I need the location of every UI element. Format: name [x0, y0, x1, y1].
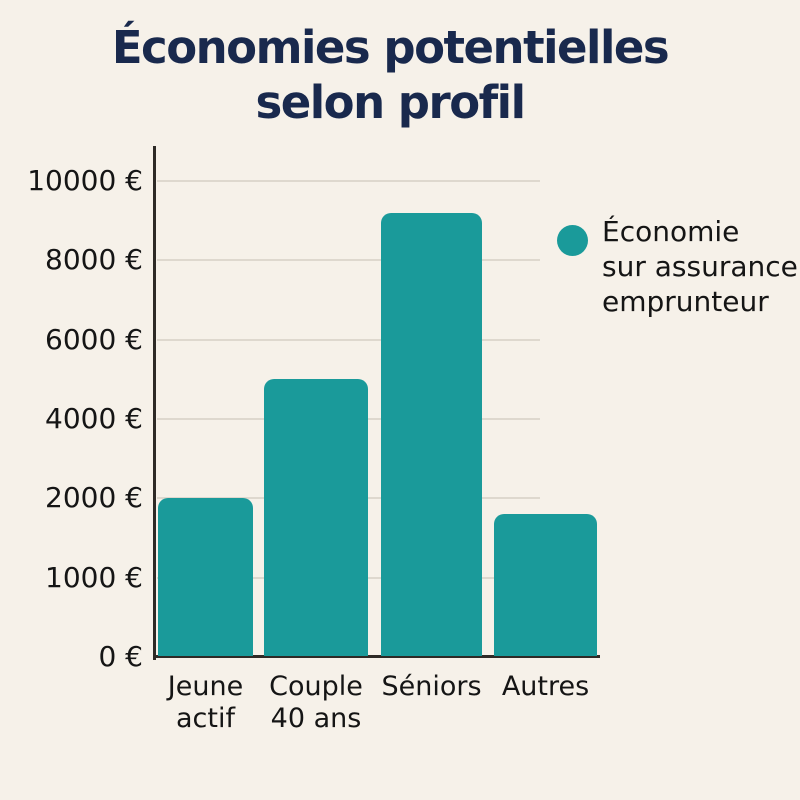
chart-title: Économies potentielles selon profil — [0, 20, 780, 130]
gridline — [157, 180, 540, 182]
x-axis-line — [153, 655, 600, 658]
y-axis-line — [153, 146, 156, 660]
y-tick-label: 1000 € — [45, 560, 143, 594]
y-tick-label: 10000 € — [27, 164, 143, 197]
gridline — [157, 259, 540, 262]
chart-title-line1: Économies potentielles — [111, 21, 670, 74]
y-tick-label: 0 € — [98, 640, 143, 673]
x-category-label-seniors: Séniors — [381, 671, 482, 702]
x-category-label-autres: Autres — [501, 671, 590, 702]
x-category-label-jeune-actif: Jeune actif — [167, 671, 244, 734]
x-category-label-couple-40-ans: Couple 40 ans — [269, 671, 363, 734]
y-tick-label: 8000 € — [45, 243, 143, 277]
bar-autres — [494, 514, 597, 656]
chart-title-line2: selon profil — [255, 76, 526, 129]
legend-label-line3: emprunteur — [602, 285, 769, 318]
legend-label: Économie sur assurance emprunteur — [602, 214, 800, 319]
legend-label-line2: sur assurance — [602, 250, 798, 283]
bar-seniors — [381, 212, 482, 656]
y-tick-label: 4000 € — [45, 402, 143, 435]
y-tick-label: 6000 € — [45, 322, 143, 356]
gridline — [157, 338, 540, 341]
legend-label-line1: Économie — [602, 215, 740, 248]
legend-swatch-circle — [557, 225, 588, 256]
y-tick-label: 2000 € — [45, 481, 143, 515]
bar-jeune-actif — [158, 498, 253, 656]
bar-couple-40-ans — [264, 379, 368, 656]
